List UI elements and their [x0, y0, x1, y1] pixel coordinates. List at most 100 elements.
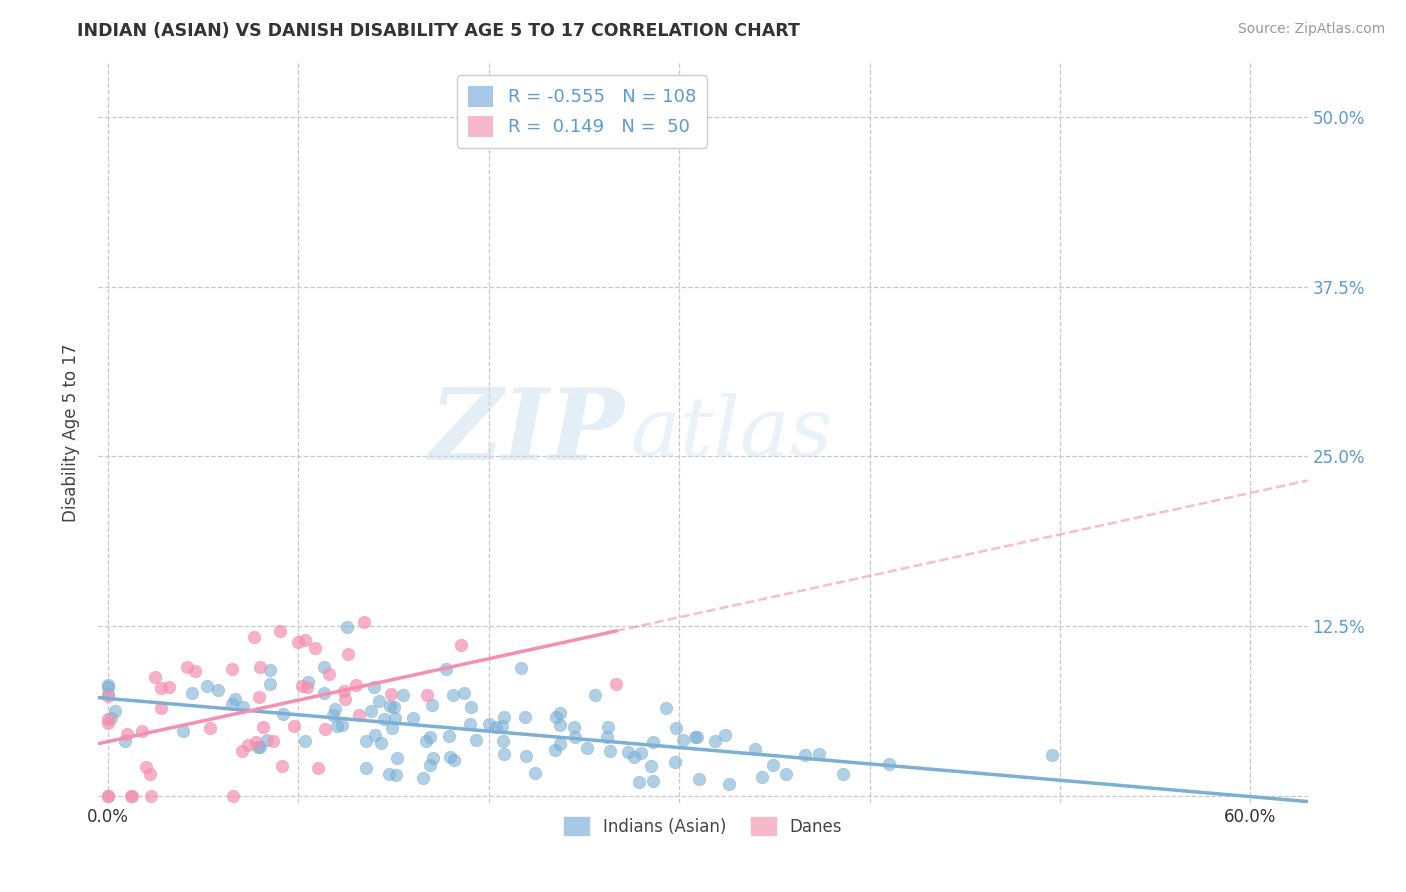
Point	[460, 700, 482, 714]
Point	[672, 733, 695, 747]
Point	[717, 777, 740, 791]
Point	[304, 641, 326, 656]
Point	[683, 730, 706, 744]
Point	[617, 745, 640, 759]
Text: Source: ZipAtlas.com: Source: ZipAtlas.com	[1237, 22, 1385, 37]
Point	[100, 711, 122, 725]
Point	[221, 698, 243, 712]
Point	[492, 733, 515, 747]
Point	[363, 680, 385, 694]
Point	[139, 766, 162, 780]
Point	[485, 720, 508, 734]
Point	[236, 739, 259, 753]
Point	[294, 632, 316, 647]
Point	[491, 719, 513, 733]
Point	[307, 761, 329, 775]
Y-axis label: Disability Age 5 to 17: Disability Age 5 to 17	[62, 343, 80, 522]
Point	[443, 753, 465, 767]
Point	[121, 789, 143, 803]
Point	[262, 734, 284, 748]
Point	[548, 718, 571, 732]
Point	[344, 678, 367, 692]
Point	[269, 624, 291, 638]
Point	[515, 710, 537, 724]
Point	[287, 634, 309, 648]
Point	[157, 680, 180, 694]
Point	[259, 676, 281, 690]
Point	[121, 789, 143, 803]
Point	[333, 691, 356, 706]
Point	[198, 721, 221, 735]
Point	[387, 751, 409, 765]
Point	[97, 688, 120, 702]
Point	[330, 717, 353, 731]
Point	[478, 716, 501, 731]
Point	[97, 681, 120, 695]
Point	[104, 705, 127, 719]
Point	[314, 660, 336, 674]
Point	[420, 698, 443, 713]
Point	[243, 630, 266, 644]
Point	[256, 732, 278, 747]
Point	[761, 758, 783, 772]
Point	[231, 744, 253, 758]
Point	[510, 661, 533, 675]
Point	[114, 734, 136, 748]
Point	[419, 730, 441, 744]
Point	[195, 680, 218, 694]
Point	[380, 687, 402, 701]
Point	[150, 681, 173, 695]
Point	[325, 719, 347, 733]
Point	[367, 694, 389, 708]
Point	[318, 667, 340, 681]
Point	[392, 688, 415, 702]
Point	[145, 671, 167, 685]
Point	[271, 707, 294, 722]
Point	[643, 735, 665, 749]
Point	[416, 688, 439, 702]
Point	[141, 789, 163, 803]
Point	[664, 755, 686, 769]
Point	[544, 710, 567, 724]
Point	[354, 733, 377, 747]
Point	[419, 757, 441, 772]
Point	[314, 686, 336, 700]
Point	[441, 688, 464, 702]
Point	[605, 677, 627, 691]
Point	[439, 750, 461, 764]
Point	[294, 734, 316, 748]
Point	[599, 744, 621, 758]
Point	[548, 737, 571, 751]
Point	[665, 721, 688, 735]
Point	[704, 734, 727, 748]
Point	[172, 724, 194, 739]
Text: atlas: atlas	[630, 392, 832, 473]
Point	[401, 711, 423, 725]
Point	[135, 760, 157, 774]
Point	[877, 757, 900, 772]
Point	[807, 747, 830, 761]
Point	[249, 660, 271, 674]
Point	[297, 681, 319, 695]
Point	[434, 662, 457, 676]
Point	[207, 683, 229, 698]
Point	[97, 789, 120, 803]
Point	[176, 660, 198, 674]
Point	[564, 731, 586, 745]
Point	[380, 698, 402, 713]
Point	[336, 620, 359, 634]
Point	[382, 700, 405, 714]
Point	[583, 689, 606, 703]
Point	[450, 638, 472, 652]
Point	[596, 730, 619, 744]
Point	[640, 759, 662, 773]
Point	[97, 678, 120, 692]
Point	[249, 740, 271, 755]
Point	[347, 708, 370, 723]
Point	[314, 722, 336, 736]
Point	[97, 689, 120, 703]
Point	[688, 772, 710, 786]
Point	[354, 761, 377, 775]
Point	[465, 733, 488, 747]
Text: ZIP: ZIP	[429, 384, 624, 481]
